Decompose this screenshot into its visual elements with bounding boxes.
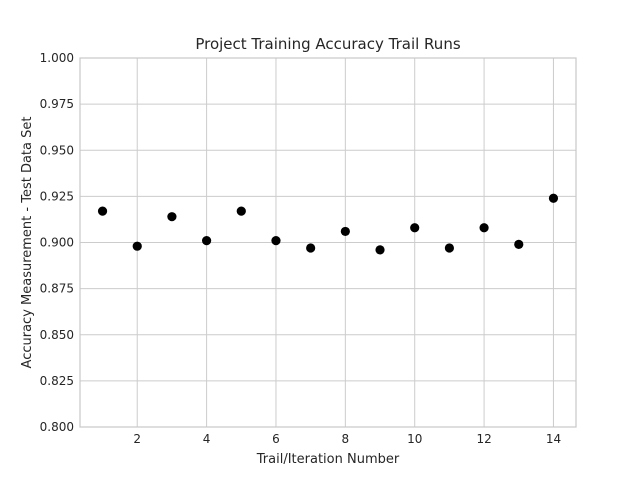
data-point xyxy=(410,223,420,233)
data-point xyxy=(340,226,350,237)
y-tick-label: 1.000 xyxy=(40,51,74,65)
x-tick-labels: 2 4 6 8 10 12 14 xyxy=(133,432,561,446)
data-point xyxy=(306,243,316,253)
data-point xyxy=(375,245,385,255)
data-point xyxy=(514,239,524,249)
y-tick-labels: 0.800 0.825 0.850 0.875 0.900 0.925 0.950 0.975… xyxy=(40,51,74,434)
chart-title: Project Training Accuracy Trail Runs xyxy=(195,35,460,53)
y-tick-label: 0.900 xyxy=(40,236,74,250)
y-tick-label: 0.825 xyxy=(40,374,74,388)
y-tick-label: 0.875 xyxy=(40,282,74,296)
y-axis-label: Accuracy Measurement - Test Data Set xyxy=(20,117,35,369)
y-tick-label: 0.950 xyxy=(40,143,74,157)
y-tick-label: 0.800 xyxy=(40,420,74,434)
x-tick-label: 4 xyxy=(203,432,211,446)
x-tick-label: 10 xyxy=(407,432,422,446)
data-point xyxy=(444,243,454,253)
y-tick-label: 0.975 xyxy=(40,97,74,111)
data-point xyxy=(479,223,489,233)
x-tick-label: 8 xyxy=(342,432,350,446)
plot-area-frame xyxy=(79,57,577,428)
data-point xyxy=(548,193,559,203)
data-point xyxy=(202,236,212,246)
x-tick-label: 2 xyxy=(133,432,141,446)
x-tick-label: 14 xyxy=(546,432,561,446)
data-point xyxy=(167,212,177,222)
grid-lines xyxy=(80,57,576,428)
x-axis-label: Trail/Iteration Number xyxy=(256,452,400,467)
x-tick-label: 6 xyxy=(272,432,280,446)
y-tick-label: 0.850 xyxy=(40,328,74,342)
data-point xyxy=(236,206,246,216)
data-point xyxy=(132,241,142,251)
y-tick-label: 0.925 xyxy=(40,189,74,203)
data-points xyxy=(97,193,559,255)
data-point xyxy=(97,206,108,216)
x-tick-label: 12 xyxy=(476,432,491,446)
data-point xyxy=(271,236,281,246)
